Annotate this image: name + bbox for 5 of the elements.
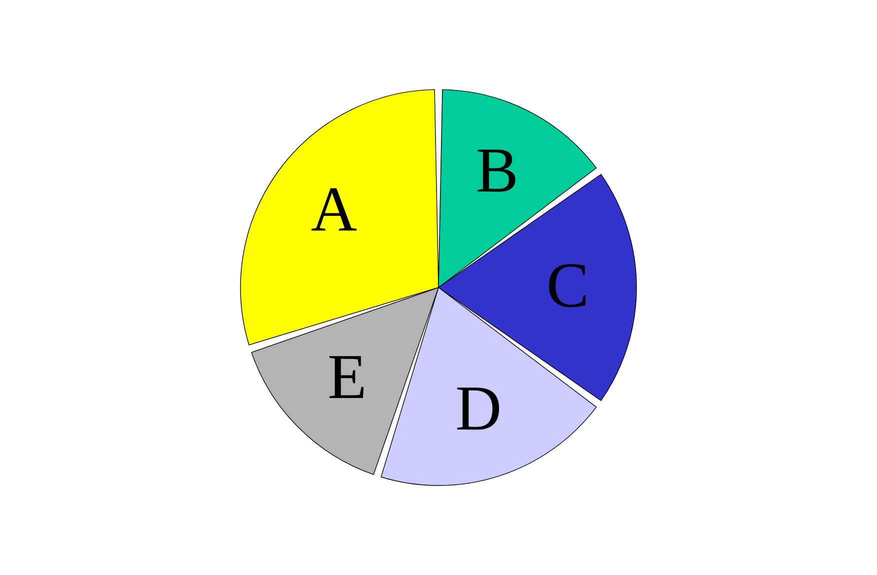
slice-label: D [455,372,502,444]
slice-label: E [328,340,367,412]
slice-label: B [476,134,518,206]
slice-label: A [310,174,358,245]
slice-label: C [546,250,590,320]
